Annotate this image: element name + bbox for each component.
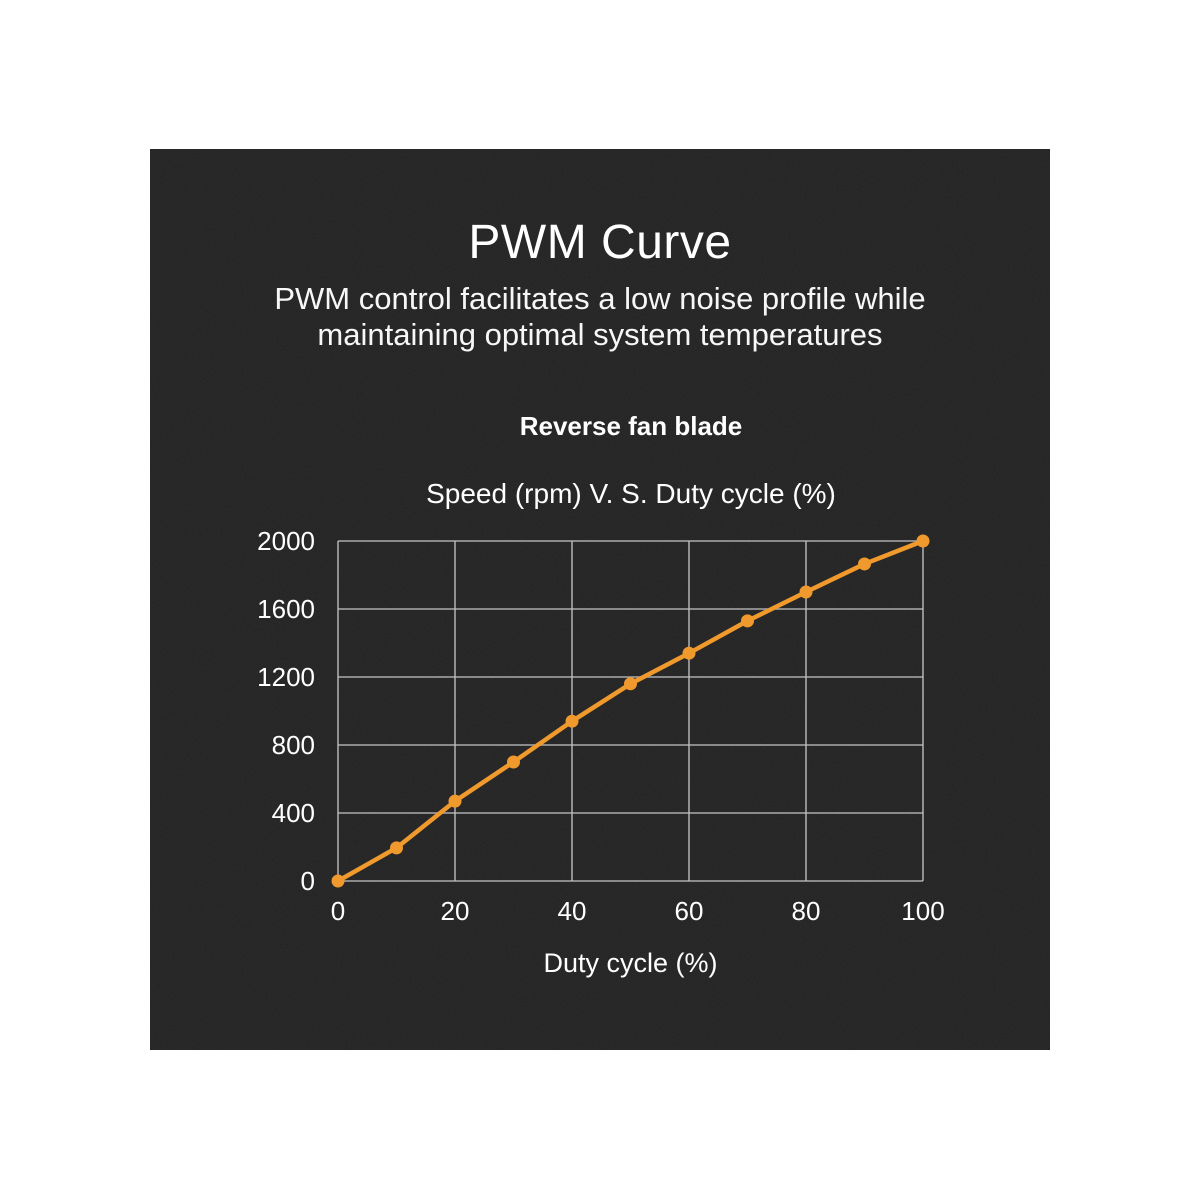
page-title: PWM Curve <box>468 216 732 269</box>
y-tick-label: 800 <box>272 730 315 760</box>
data-point <box>858 557 871 571</box>
chart-title: Speed (rpm) V. S. Duty cycle (%) <box>426 478 836 509</box>
y-tick-label: 2000 <box>257 526 315 556</box>
x-tick-label: 20 <box>441 896 470 926</box>
page-subtitle: PWM control facilitates a low noise prof… <box>150 281 1050 353</box>
data-point <box>565 714 579 728</box>
pwm-curve-chart: 0 400 800 1200 1600 2000 0 20 40 60 80 100 Duty cycl… <box>257 526 945 978</box>
pwm-card: PWM Curve PWM control facilitates a low … <box>150 149 1050 1050</box>
data-point <box>624 677 637 691</box>
x-tick-label: 60 <box>675 896 704 926</box>
x-tick-label: 80 <box>792 896 821 926</box>
y-tick-label: 1200 <box>257 662 315 692</box>
y-tick-label: 1600 <box>257 594 315 624</box>
y-tick-label: 0 <box>301 866 315 896</box>
x-tick-label: 0 <box>331 896 345 926</box>
data-point <box>741 614 754 628</box>
series-label: Reverse fan blade <box>519 411 743 441</box>
x-tick-label: 100 <box>901 896 944 926</box>
data-point <box>331 874 345 888</box>
pwm-curve-line <box>335 538 926 884</box>
x-axis-label: Duty cycle (%) <box>543 948 717 978</box>
data-point <box>448 794 462 808</box>
data-point <box>916 534 930 548</box>
data-point <box>799 585 813 599</box>
y-tick-label: 400 <box>272 798 315 828</box>
data-point <box>390 841 403 855</box>
data-point <box>507 755 520 769</box>
subtitle-line-2: maintaining optimal system temperatures <box>317 317 883 352</box>
x-tick-label: 40 <box>558 896 587 926</box>
subtitle-line-1: PWM control facilitates a low noise prof… <box>274 281 926 316</box>
data-point <box>682 646 696 660</box>
